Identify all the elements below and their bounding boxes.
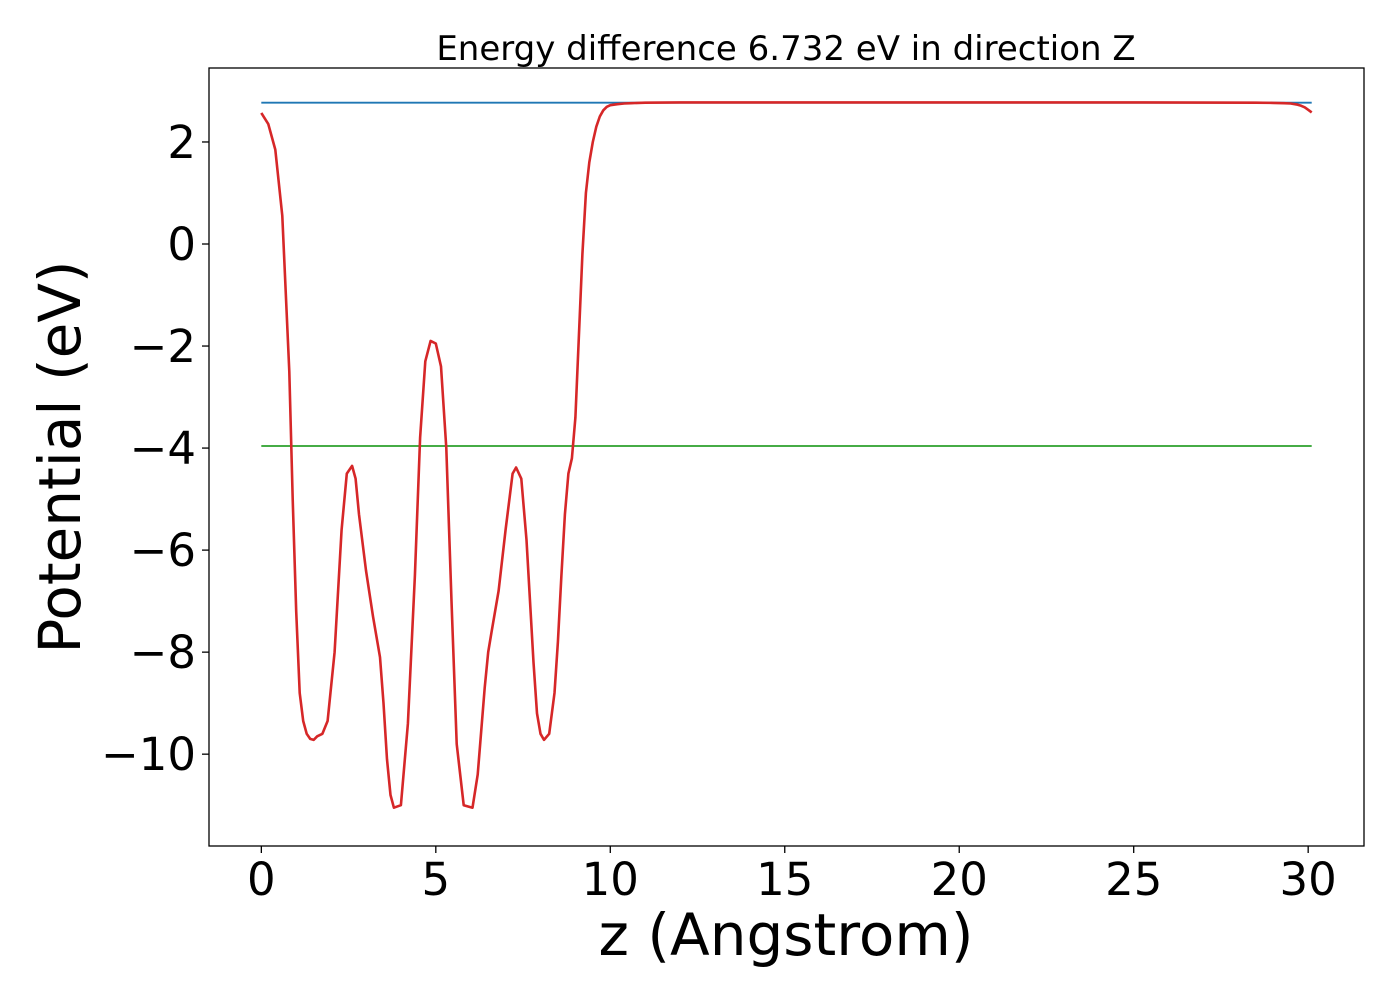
- x-tick-label: 30: [1280, 853, 1337, 906]
- x-tick-label: 0: [247, 853, 276, 906]
- y-tick-label: −8: [130, 626, 196, 679]
- x-tick-label: 20: [931, 853, 988, 906]
- y-axis-ticks: 2 0 −2 −4 −6 −8 −10: [101, 116, 209, 781]
- y-tick-label: −6: [130, 524, 196, 577]
- series-line-3: [260, 101, 1313, 810]
- y-tick-label: −10: [101, 728, 196, 781]
- x-tick-label: 25: [1105, 853, 1162, 906]
- x-axis-ticks: 0 5 10 15 20 25 30: [247, 846, 1337, 906]
- series-layer: [260, 101, 1313, 810]
- y-axis-label: Potential (eV): [26, 260, 94, 653]
- y-tick-label: −4: [130, 422, 196, 475]
- x-tick-label: 10: [582, 853, 639, 906]
- y-tick-label: 0: [167, 218, 196, 271]
- plot-frame: [208, 67, 1365, 847]
- x-tick-label: 5: [421, 853, 450, 906]
- x-axis-label: z (Angstrom): [599, 901, 974, 969]
- x-tick-label: 15: [756, 853, 813, 906]
- chart-title: Energy difference 6.732 eV in direction …: [436, 29, 1135, 69]
- y-tick-label: −2: [130, 320, 196, 373]
- y-tick-label: 2: [167, 116, 196, 169]
